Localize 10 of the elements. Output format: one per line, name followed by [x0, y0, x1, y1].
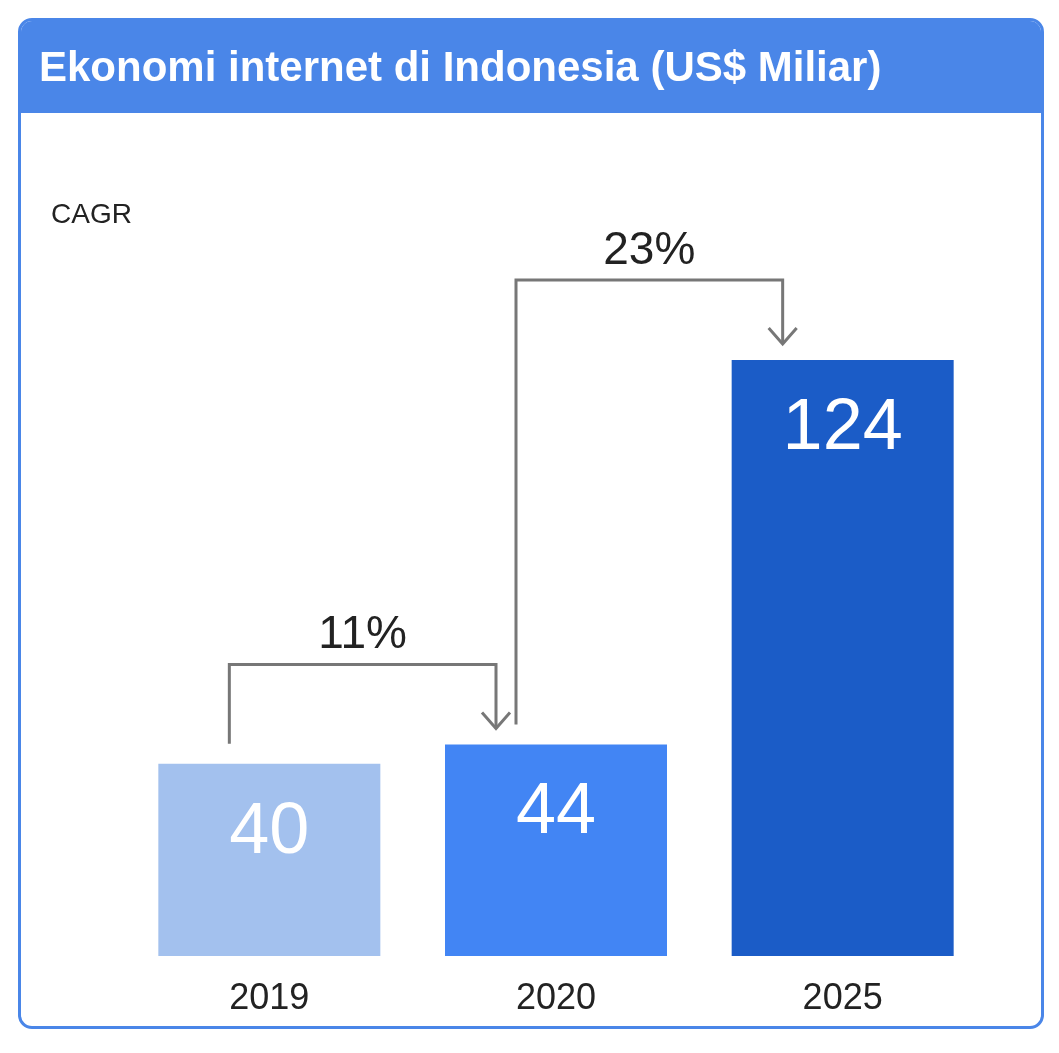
x-tick-label: 2019 [229, 975, 310, 1017]
chart-title: Ekonomi internet di Indonesia (US$ Miliar) [21, 21, 1041, 113]
data-label: 44 [515, 768, 597, 849]
annotation: 11% [318, 606, 407, 659]
text: 23% [603, 221, 696, 274]
x-tick-label: 2025 [802, 975, 883, 1017]
x-tick-label: 2020 [515, 975, 597, 1017]
data-label: 124 [782, 383, 903, 464]
data-label: 40 [229, 787, 310, 868]
text: CAGR [51, 198, 132, 229]
